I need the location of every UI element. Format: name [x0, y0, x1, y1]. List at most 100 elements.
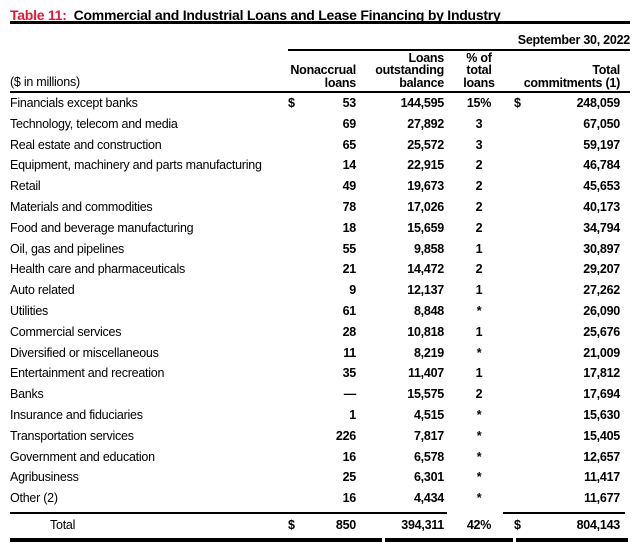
table-row: Oil, gas and pipelines 55 9,858 1 30,897	[10, 239, 630, 260]
commitments-currency-symbol	[514, 405, 524, 426]
industry-label: Financials except banks	[10, 96, 138, 110]
column-header-nonaccrual-loans: Nonaccrual loans	[290, 63, 356, 90]
total-commitments-value: 45,653	[583, 179, 620, 194]
pct-of-total-loans-value: 2	[475, 387, 483, 402]
table-row: Food and beverage manufacturing 18 15,65…	[10, 218, 630, 239]
industry-label: Retail	[10, 179, 41, 194]
nonaccrual-currency-symbol	[288, 155, 300, 176]
commitments-currency-symbol	[514, 343, 524, 364]
industry-label: Agribusiness	[10, 470, 79, 485]
nonaccrual-loans-value: 69	[342, 116, 357, 131]
commitments-currency-symbol	[514, 155, 524, 176]
loans-outstanding-value: 7,817	[413, 428, 444, 443]
commitments-currency-symbol	[514, 426, 524, 447]
subtotal-rules	[10, 511, 630, 514]
commitments-currency-symbol	[514, 176, 524, 197]
pct-of-total-loans-value: *	[476, 449, 482, 464]
commitments-currency-symbol	[514, 488, 524, 509]
units-label: ($ in millions)	[10, 75, 80, 89]
total-commitments-value: 12,657	[583, 449, 620, 464]
nonaccrual-currency-symbol	[288, 280, 300, 301]
nonaccrual-currency-symbol	[288, 218, 300, 239]
commitments-currency-symbol	[514, 363, 524, 384]
nonaccrual-loans-value: 53	[342, 96, 357, 110]
bottom-rule-segment-2	[385, 537, 513, 542]
total-commitments-currency-symbol: $	[514, 517, 521, 532]
total-commitments-value: 29,207	[583, 262, 620, 277]
industry-label: Banks	[10, 387, 44, 402]
column-header-loans-outstanding-balance: Loans outstanding balance	[375, 50, 444, 90]
nonaccrual-currency-symbol	[288, 405, 300, 426]
total-commitments-value: 804,143	[576, 517, 621, 532]
loans-outstanding-value: 22,915	[407, 158, 444, 173]
loans-outstanding-value: 6,301	[413, 470, 444, 485]
nonaccrual-currency-symbol	[288, 447, 300, 468]
nonaccrual-currency-symbol	[288, 176, 300, 197]
pct-of-total-loans-value: *	[476, 407, 482, 422]
commitments-currency-symbol	[514, 384, 524, 405]
nonaccrual-currency-symbol	[288, 426, 300, 447]
table-row: Utilities 61 8,848 * 26,090	[10, 301, 630, 322]
nonaccrual-currency-symbol	[288, 384, 300, 405]
total-nonaccrual-loans-value: 850	[335, 517, 356, 532]
bottom-rule-segment-1	[10, 537, 382, 542]
nonaccrual-loans-value: 14	[342, 158, 357, 173]
commitments-currency-symbol	[514, 239, 524, 260]
nonaccrual-currency-symbol	[288, 343, 300, 364]
industry-label: Insurance and fiduciaries	[10, 407, 143, 422]
nonaccrual-loans-value: 49	[342, 179, 357, 194]
commitments-currency-symbol	[514, 301, 524, 322]
total-commitments-value: 11,417	[583, 470, 620, 485]
industry-label: Auto related	[10, 283, 75, 298]
total-commitments-value: 25,676	[583, 324, 620, 339]
table-row: Equipment, machinery and parts manufactu…	[10, 155, 630, 176]
commitments-currency-symbol	[514, 447, 524, 468]
nonaccrual-currency-symbol	[288, 322, 300, 343]
loans-outstanding-value: 27,892	[407, 116, 444, 131]
nonaccrual-currency-symbol	[288, 467, 300, 488]
pct-of-total-loans-value: *	[476, 303, 482, 318]
pct-of-total-loans-value: 1	[475, 366, 483, 381]
industry-label: Utilities	[10, 303, 49, 318]
date-rule	[288, 49, 630, 51]
nonaccrual-loans-value: 61	[342, 303, 357, 318]
nonaccrual-loans-value: 226	[335, 428, 356, 443]
table-row: Government and education 16 6,578 * 12,6…	[10, 447, 630, 468]
loans-outstanding-value: 8,848	[413, 303, 444, 318]
nonaccrual-loans-value: 28	[342, 324, 357, 339]
pct-of-total-loans-value: 2	[475, 158, 483, 173]
total-commitments-value: 27,262	[583, 283, 620, 298]
total-pct-of-total-loans-value: 42%	[466, 517, 492, 532]
pct-of-total-loans-value: 15%	[466, 96, 492, 110]
industry-label: Oil, gas and pipelines	[10, 241, 125, 256]
nonaccrual-currency-symbol	[288, 114, 300, 135]
industry-label: Health care and pharmaceuticals	[10, 262, 185, 277]
nonaccrual-loans-value: 35	[342, 366, 357, 381]
pct-of-total-loans-value: 1	[475, 324, 483, 339]
nonaccrual-loans-value: 65	[342, 137, 357, 152]
table-title-text: Commercial and Industrial Loans and Leas…	[73, 7, 501, 23]
table-row: Financials except banks $ 53 144,595 15%…	[10, 93, 630, 114]
total-commitments-value: 34,794	[583, 220, 620, 235]
nonaccrual-loans-value: —	[343, 387, 357, 402]
table-row: Technology, telecom and media 69 27,892 …	[10, 114, 630, 135]
table-row: Diversified or miscellaneous 11 8,219 * …	[10, 343, 630, 364]
industry-label: Technology, telecom and media	[10, 116, 178, 131]
table-row: Banks — 15,575 2 17,694	[10, 384, 630, 405]
loans-outstanding-value: 8,219	[413, 345, 444, 360]
pct-of-total-loans-value: 3	[475, 137, 483, 152]
pct-of-total-loans-value: 2	[475, 220, 483, 235]
total-commitments-value: 17,694	[583, 387, 620, 402]
total-commitments-value: 46,784	[583, 158, 620, 173]
table-row: Other (2) 16 4,434 * 11,677	[10, 488, 630, 509]
loans-outstanding-value: 4,434	[413, 491, 444, 506]
total-commitments-value: 15,405	[583, 428, 620, 443]
nonaccrual-currency-symbol: $	[288, 96, 295, 110]
subtotal-rule-left	[10, 511, 447, 514]
nonaccrual-currency-symbol	[288, 488, 300, 509]
nonaccrual-loans-value: 55	[342, 241, 357, 256]
as-of-date: September 30, 2022	[517, 33, 631, 47]
industry-label: Food and beverage manufacturing	[10, 220, 194, 235]
table-row: Commercial services 28 10,818 1 25,676	[10, 322, 630, 343]
